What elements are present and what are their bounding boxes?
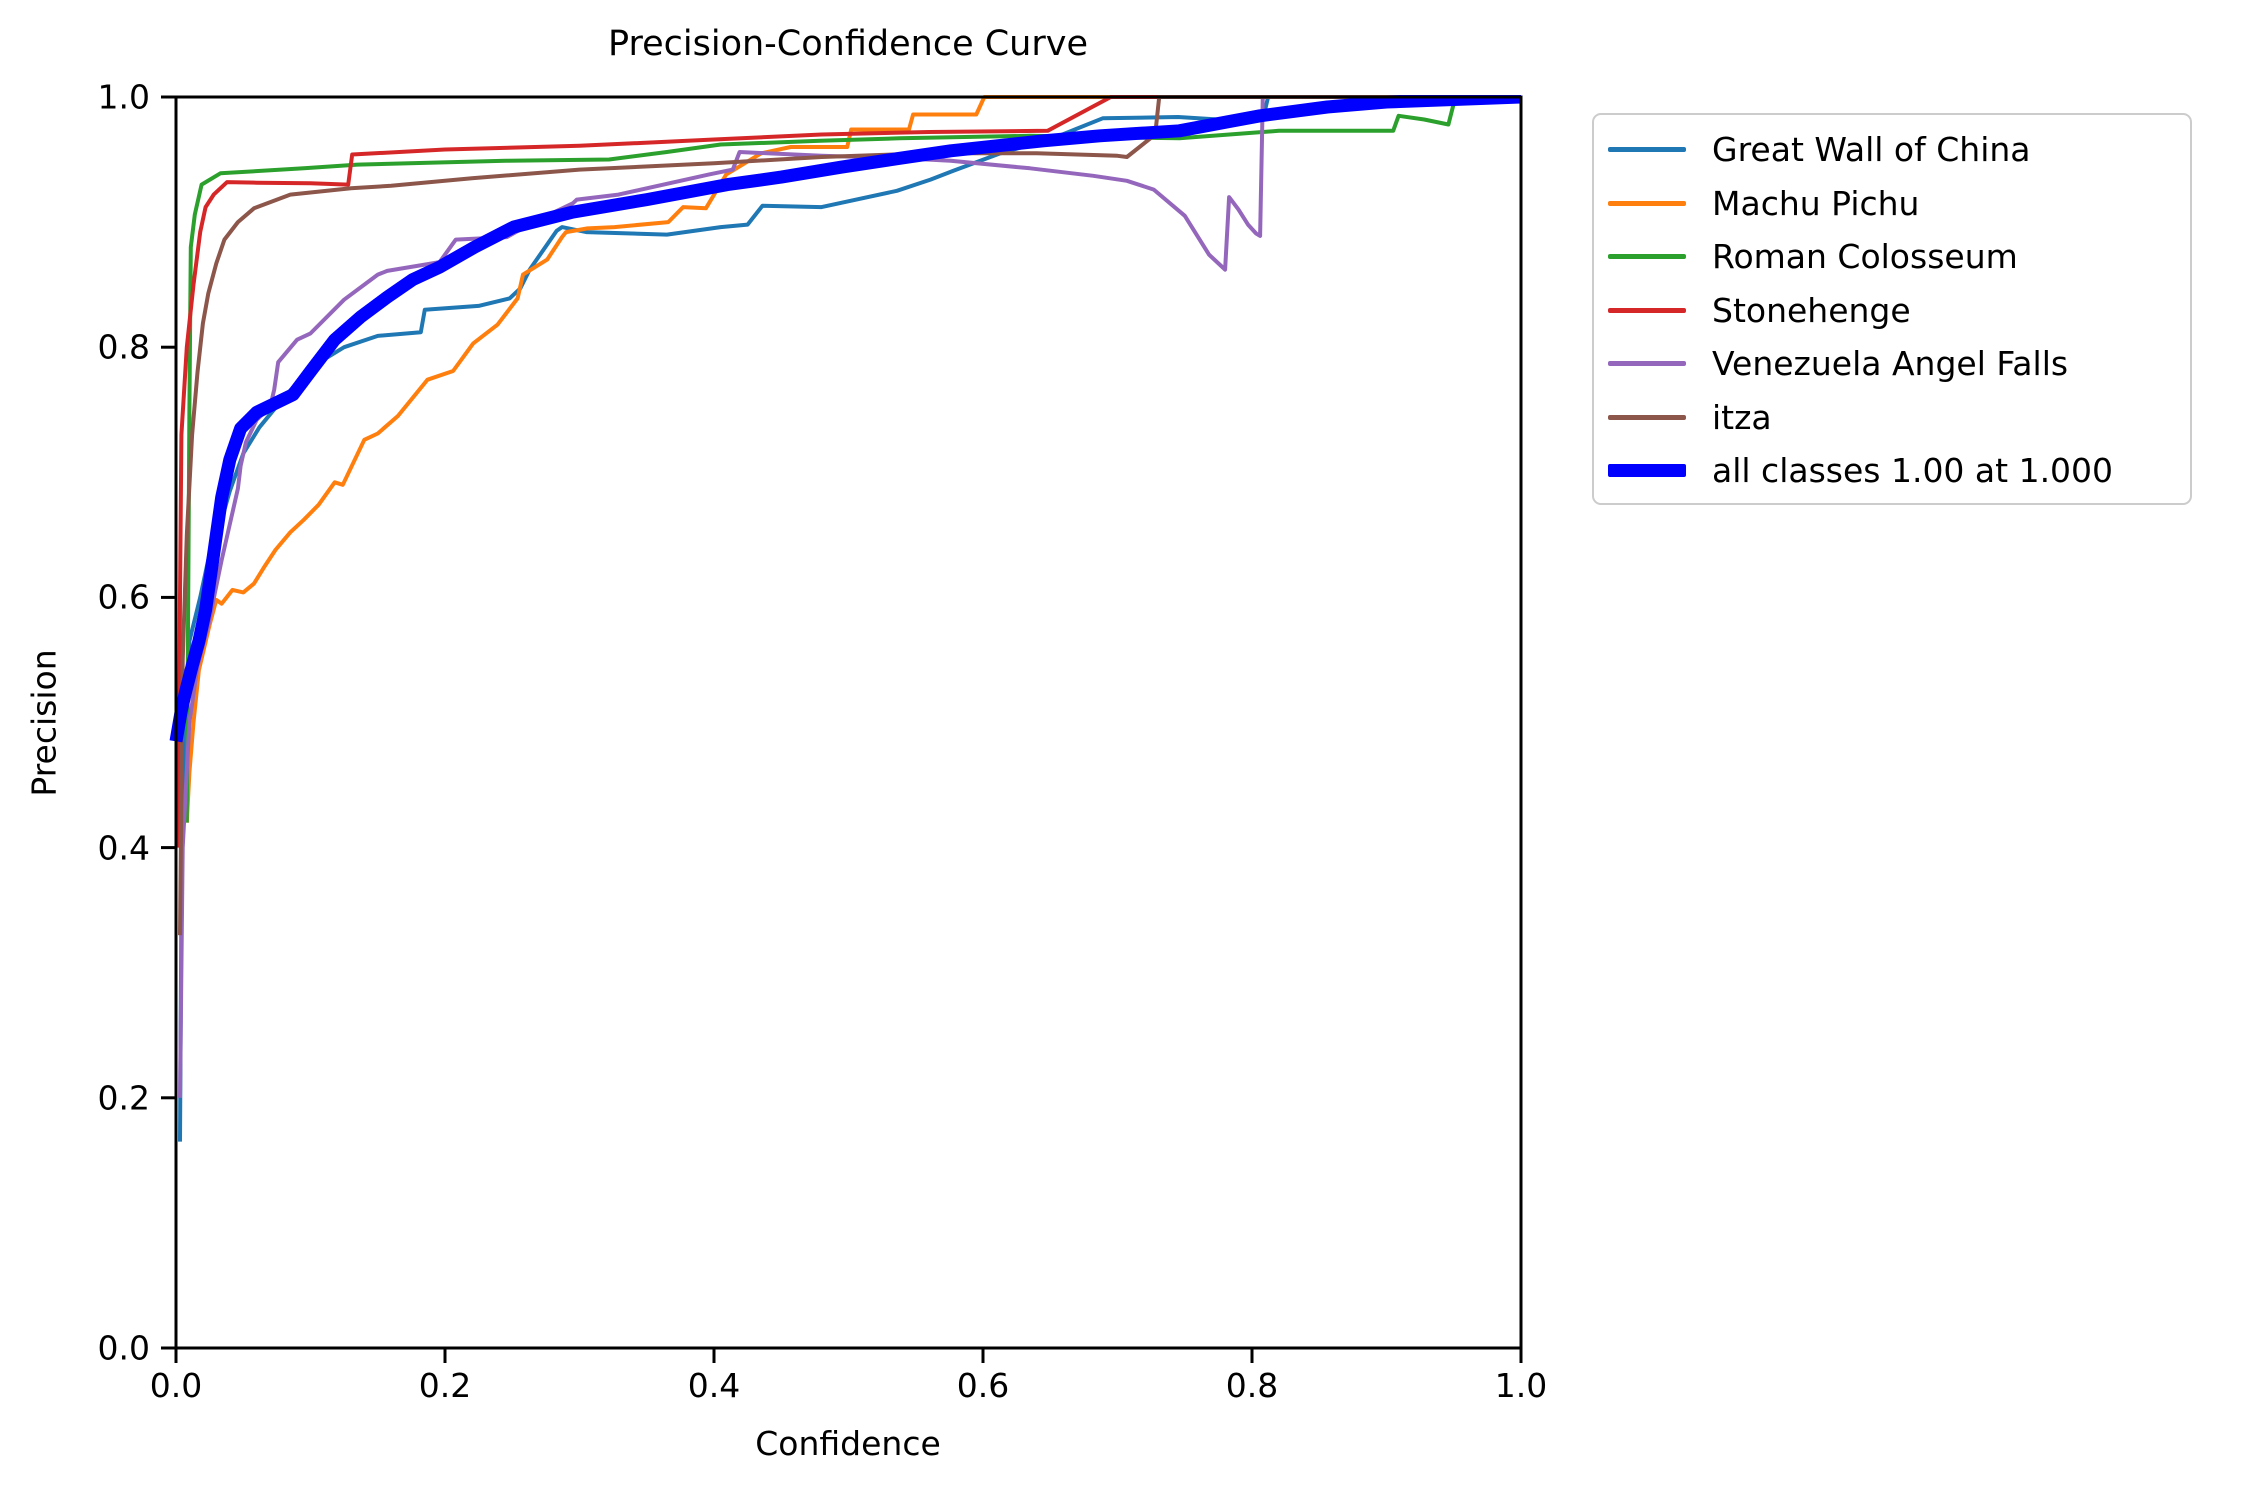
x-tick-label: 0.2: [418, 1366, 472, 1405]
legend-item: Roman Colosseum: [1608, 230, 2190, 284]
legend-line-sample: [1608, 464, 1686, 478]
y-tick-label: 0.2: [97, 1078, 150, 1118]
series-line: [178, 95, 1521, 1098]
legend-line-sample: [1608, 147, 1686, 153]
series-line: [176, 95, 1521, 848]
legend-line-sample: [1608, 307, 1686, 313]
legend-line-sample: [1608, 361, 1686, 367]
legend-item: Machu Pichu: [1608, 177, 2190, 231]
legend-item-label: all classes 1.00 at 1.000: [1712, 451, 2114, 491]
series-line: [184, 95, 1521, 823]
series-line: [178, 95, 1521, 936]
legend: Great Wall of China Machu Pichu Roman Co…: [1592, 113, 2192, 505]
y-tick-label: 0.8: [97, 327, 150, 367]
series-line: [178, 95, 1521, 1142]
y-tick-label: 0.6: [97, 577, 150, 617]
legend-line-sample: [1608, 414, 1686, 420]
legend-item-label: Roman Colosseum: [1712, 237, 2018, 277]
chart-title: Precision-Confidence Curve: [608, 24, 1088, 64]
y-tick-label: 0.0: [97, 1328, 150, 1368]
y-tick-label: 0.4: [97, 828, 150, 868]
legend-item: all classes 1.00 at 1.000: [1608, 444, 2190, 498]
legend-item: Stonehenge: [1608, 284, 2190, 338]
legend-item-label: itza: [1712, 397, 1772, 437]
series-line: [169, 95, 1522, 743]
x-tick-label: 0.8: [1225, 1366, 1279, 1405]
series-line: [184, 95, 1521, 823]
legend-item-label: Stonehenge: [1712, 290, 1911, 330]
legend-item-label: Venezuela Angel Falls: [1712, 344, 2069, 384]
x-tick-label: 0.6: [956, 1366, 1010, 1405]
legend-item-label: Machu Pichu: [1712, 183, 1920, 223]
legend-item-label: Great Wall of China: [1712, 130, 2031, 170]
legend-line-sample: [1608, 254, 1686, 260]
y-tick-label: 1.0: [97, 77, 150, 117]
legend-line-sample: [1608, 200, 1686, 206]
x-axis-label: Confidence: [755, 1424, 941, 1463]
x-tick-label: 0.0: [149, 1366, 203, 1405]
legend-item: Great Wall of China: [1608, 123, 2190, 177]
x-tick-label: 0.4: [687, 1366, 741, 1405]
y-axis-label: Precision: [24, 649, 64, 797]
plot-border: [174, 95, 1523, 1350]
legend-item: itza: [1608, 391, 2190, 445]
x-tick-label: 1.0: [1494, 1366, 1548, 1405]
legend-item: Venezuela Angel Falls: [1608, 337, 2190, 391]
